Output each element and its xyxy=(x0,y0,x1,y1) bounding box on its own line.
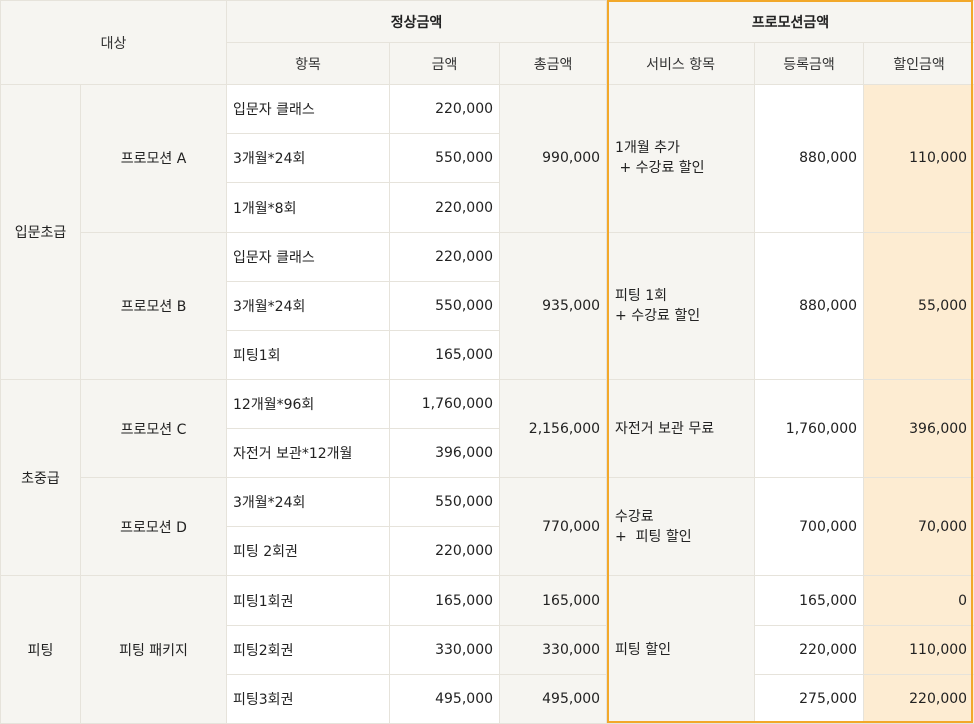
item-label: 3개월*24회 xyxy=(226,133,391,184)
item-registered: 220,000 xyxy=(754,624,865,675)
header-target: 대상 xyxy=(0,0,228,86)
item-label: 피팅1회권 xyxy=(226,575,391,626)
item-amount: 220,000 xyxy=(389,84,501,135)
header-promotion-price: 프로모션금액 xyxy=(606,0,974,44)
item-amount: 396,000 xyxy=(389,428,501,479)
item-discount: 220,000 xyxy=(863,673,974,724)
item-label: 1개월*8회 xyxy=(226,182,391,233)
item-label: 자전거 보관*12개월 xyxy=(226,428,391,479)
item-label: 피팅1회 xyxy=(226,329,391,380)
item-amount: 1,760,000 xyxy=(389,378,501,430)
header-row-columns: 항목 금액 총금액 서비스 항목 등록금액 할인금액 xyxy=(1,42,974,86)
promotion-c-total: 2,156,000 xyxy=(499,378,608,479)
table-row: 프로모션 B 입문자 클래스 220,000 935,000 피팅 1회 + 수… xyxy=(1,231,974,380)
promotion-a-total: 990,000 xyxy=(499,84,608,233)
promotion-c-service: 자전거 보관 무료 xyxy=(606,378,756,479)
promotion-c-discount: 396,000 xyxy=(863,378,974,479)
category-beginner: 입문초급 xyxy=(0,84,81,380)
header-registered-amount: 등록금액 xyxy=(754,42,865,86)
header-total: 총금액 xyxy=(499,42,608,86)
table-row: 1개월*8회 220,000 xyxy=(1,182,974,233)
promotion-d-discount: 70,000 xyxy=(863,477,974,577)
item-discount: 110,000 xyxy=(863,624,974,675)
item-amount: 165,000 xyxy=(389,575,501,626)
header-discount-amount: 할인금액 xyxy=(863,42,974,86)
item-amount: 220,000 xyxy=(389,182,501,233)
item-label: 12개월*96회 xyxy=(226,378,391,430)
table-row: 입문초급 프로모션 A 입문자 클래스 220,000 990,000 1개월 … xyxy=(0,84,974,380)
item-label: 입문자 클래스 xyxy=(226,231,391,282)
promotion-d-registered: 700,000 xyxy=(754,477,865,577)
header-service-item: 서비스 항목 xyxy=(606,42,756,86)
promotion-a-service: 1개월 추가 + 수강료 할인 xyxy=(606,84,756,233)
item-amount: 220,000 xyxy=(389,526,501,577)
promotion-a-discount: 110,000 xyxy=(863,84,974,233)
header-regular-price: 정상금액 xyxy=(226,0,608,44)
item-amount: 330,000 xyxy=(389,624,501,675)
item-registered: 165,000 xyxy=(754,575,865,626)
fitting-service: 피팅 할인 xyxy=(606,575,756,724)
promotion-d-total: 770,000 xyxy=(499,477,608,577)
promotion-b-name: 프로모션 B xyxy=(79,231,228,380)
item-label: 피팅3회권 xyxy=(226,673,391,724)
item-amount: 550,000 xyxy=(389,133,501,184)
fitting-package-name: 피팅 패키지 xyxy=(79,575,228,724)
table-row: 3개월*24회 550,000 xyxy=(1,133,974,184)
promotion-d-service: 수강료 + 피팅 할인 xyxy=(606,477,756,577)
table-row: 피팅 피팅 패키지 피팅1회권 165,000 165,000 피팅 할인 16… xyxy=(0,575,974,724)
item-label: 3개월*24회 xyxy=(226,280,391,331)
item-total: 330,000 xyxy=(499,624,608,675)
item-amount: 550,000 xyxy=(389,477,501,528)
item-label: 3개월*24회 xyxy=(226,477,391,528)
promotion-b-discount: 55,000 xyxy=(863,231,974,380)
header-row-groups: 대상 정상금액 프로모션금액 xyxy=(0,0,974,86)
category-intermediate: 초중급 xyxy=(0,378,81,577)
table-row: 피팅3회권 495,000 495,000 275,000 220,000 xyxy=(1,673,974,724)
promotion-d-name: 프로모션 D xyxy=(79,477,228,577)
item-amount: 165,000 xyxy=(389,329,501,380)
item-label: 입문자 클래스 xyxy=(226,84,391,135)
item-label: 피팅2회권 xyxy=(226,624,391,675)
table-row: 프로모션 D 3개월*24회 550,000 770,000 수강료 + 피팅 … xyxy=(1,477,974,577)
promotion-c-name: 프로모션 C xyxy=(79,378,228,479)
promotion-b-registered: 880,000 xyxy=(754,231,865,380)
table-row: 초중급 프로모션 C 12개월*96회 1,760,000 2,156,000 … xyxy=(0,378,974,577)
item-amount: 220,000 xyxy=(389,231,501,282)
item-amount: 550,000 xyxy=(389,280,501,331)
promotion-a-name: 프로모션 A xyxy=(79,84,228,233)
table-row: 피팅1회 165,000 xyxy=(1,329,974,380)
category-fitting: 피팅 xyxy=(0,575,81,724)
item-amount: 495,000 xyxy=(389,673,501,724)
promotion-a-registered: 880,000 xyxy=(754,84,865,233)
item-registered: 275,000 xyxy=(754,673,865,724)
table-row: 피팅2회권 330,000 330,000 220,000 110,000 xyxy=(1,624,974,675)
item-total: 165,000 xyxy=(499,575,608,626)
promotion-b-total: 935,000 xyxy=(499,231,608,380)
header-amount: 금액 xyxy=(389,42,501,86)
table-row: 자전거 보관*12개월 396,000 xyxy=(1,428,974,479)
item-label: 피팅 2회권 xyxy=(226,526,391,577)
promotion-c-registered: 1,760,000 xyxy=(754,378,865,479)
table-row: 3개월*24회 550,000 xyxy=(1,280,974,331)
item-total: 495,000 xyxy=(499,673,608,724)
header-item: 항목 xyxy=(226,42,391,86)
item-discount: 0 xyxy=(863,575,974,626)
promotion-b-service: 피팅 1회 + 수강료 할인 xyxy=(606,231,756,380)
